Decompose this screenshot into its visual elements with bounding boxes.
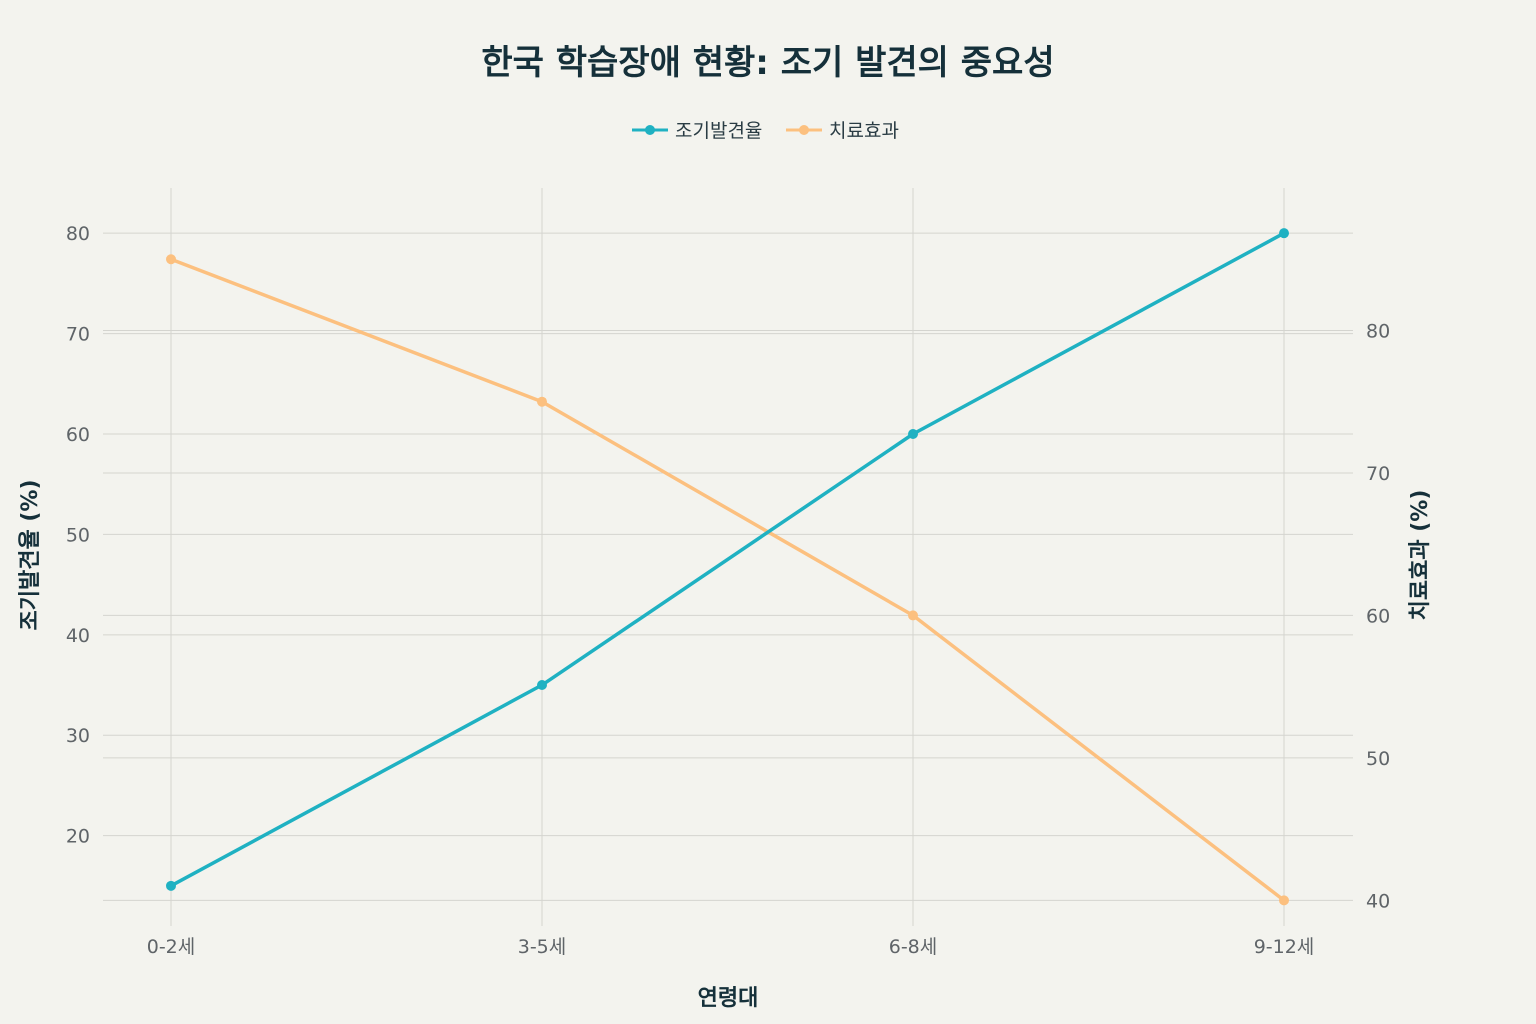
legend: 조기발견율 치료효과 bbox=[632, 120, 899, 142]
series-2-point[interactable] bbox=[166, 254, 176, 265]
y-tick-label: 70 bbox=[66, 324, 90, 346]
y-tick-label: 60 bbox=[66, 424, 90, 446]
chart-title: 한국 학습장애 현황: 조기 발견의 중요성 bbox=[481, 43, 1054, 83]
x-tick-label: 0-2세 bbox=[147, 936, 196, 958]
series-1-point[interactable] bbox=[1279, 228, 1289, 239]
y2-tick-label: 80 bbox=[1366, 320, 1390, 342]
series-1-point[interactable] bbox=[537, 680, 547, 691]
y-tick-label: 80 bbox=[66, 223, 90, 245]
legend-marker-series-1 bbox=[645, 125, 655, 135]
series-line-1 bbox=[170, 231, 1285, 888]
grid bbox=[103, 188, 1353, 926]
series-2-point[interactable] bbox=[1279, 895, 1289, 906]
y2-tick-label: 60 bbox=[1366, 605, 1390, 627]
legend-label-series-2: 치료효과 bbox=[829, 120, 899, 142]
legend-item-series-1[interactable]: 조기발견율 bbox=[632, 120, 762, 142]
y-tick-label: 30 bbox=[66, 725, 90, 747]
series bbox=[166, 228, 1289, 906]
x-tick-label: 3-5세 bbox=[518, 936, 567, 958]
x-axis-title: 연령대 bbox=[698, 986, 759, 1011]
y-tick-label: 20 bbox=[66, 826, 90, 848]
legend-label-series-1: 조기발견율 bbox=[675, 120, 762, 142]
series-1-point[interactable] bbox=[166, 880, 176, 891]
legend-item-series-2[interactable]: 치료효과 bbox=[786, 120, 899, 142]
y2-tick-label: 40 bbox=[1366, 890, 1390, 912]
y-axis-left: 20 30 40 50 60 70 80 bbox=[66, 223, 90, 847]
y-axis-right: 40 50 60 70 80 bbox=[1366, 320, 1390, 912]
y-tick-label: 50 bbox=[66, 524, 90, 546]
y-tick-label: 40 bbox=[66, 625, 90, 647]
y2-tick-label: 70 bbox=[1366, 463, 1390, 485]
y-axis-title-right: 치료효과 (%) bbox=[1408, 490, 1433, 621]
series-2-point[interactable] bbox=[908, 610, 918, 621]
y-axis-title-left: 조기발견율 (%) bbox=[18, 479, 43, 630]
legend-marker-series-2 bbox=[799, 125, 809, 135]
series-2-point[interactable] bbox=[537, 396, 547, 407]
x-tick-label: 9-12세 bbox=[1254, 936, 1315, 958]
series-1-point[interactable] bbox=[908, 429, 918, 439]
y2-tick-label: 50 bbox=[1366, 748, 1390, 770]
series-line-2 bbox=[170, 257, 1286, 902]
x-tick-label: 6-8세 bbox=[889, 936, 938, 958]
x-axis: 0-2세 3-5세 6-8세 9-12세 bbox=[147, 936, 1315, 958]
